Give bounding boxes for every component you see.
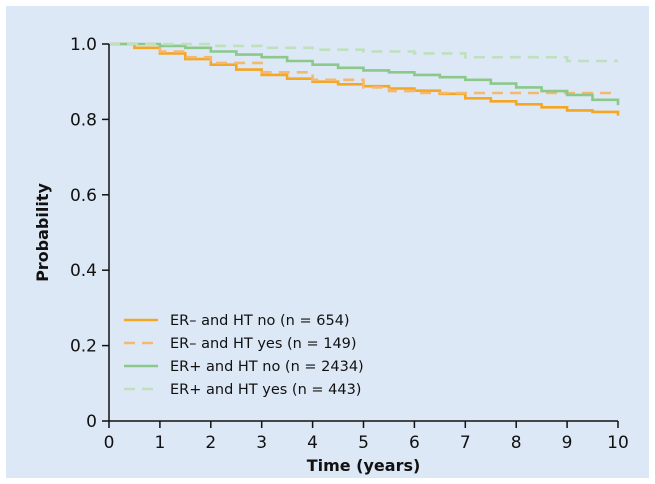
x-axis-title: Time (years) (307, 456, 421, 475)
x-tick-label: 0 (104, 433, 115, 453)
legend-label-3: ER+ and HT no (n = 2434) (170, 359, 364, 375)
legend: ER– and HT no (n = 654) ER– and HT yes (n… (124, 313, 364, 398)
y-tick-label: 0 (86, 412, 97, 432)
x-tick-label: 8 (511, 433, 522, 453)
x-tick-label: 2 (205, 433, 216, 453)
series-line-4 (109, 42, 618, 63)
x-tick-label: 9 (562, 433, 573, 453)
axes-layer: 0 1 2 3 4 5 6 7 8 9 10 0 0.2 0.4 0.6 0.8 1.0 (70, 35, 629, 453)
x-tick-label: 10 (607, 433, 629, 453)
x-tick-label: 6 (409, 433, 420, 453)
x-tick-label: 4 (307, 433, 318, 453)
y-tick-label: 0.6 (70, 186, 97, 206)
series-line-3 (109, 42, 620, 106)
chart-panel (6, 6, 649, 478)
legend-label-4: ER+ and HT yes (n = 443) (170, 382, 361, 398)
legend-label-1: ER– and HT no (n = 654) (170, 313, 350, 329)
series-layer (109, 42, 620, 116)
series-line-2 (109, 42, 618, 95)
y-tick-label: 0.8 (70, 110, 97, 130)
y-tick-label: 1.0 (70, 35, 97, 55)
x-tick-label: 3 (256, 433, 267, 453)
x-tick-label: 5 (358, 433, 369, 453)
y-tick-label: 0.2 (70, 337, 97, 357)
y-tick-label: 0.4 (70, 261, 97, 281)
legend-label-2: ER– and HT yes (n = 149) (170, 336, 357, 352)
y-axis-title: Probability (33, 183, 52, 282)
x-tick-label: 1 (154, 433, 165, 453)
x-tick-label: 7 (460, 433, 471, 453)
